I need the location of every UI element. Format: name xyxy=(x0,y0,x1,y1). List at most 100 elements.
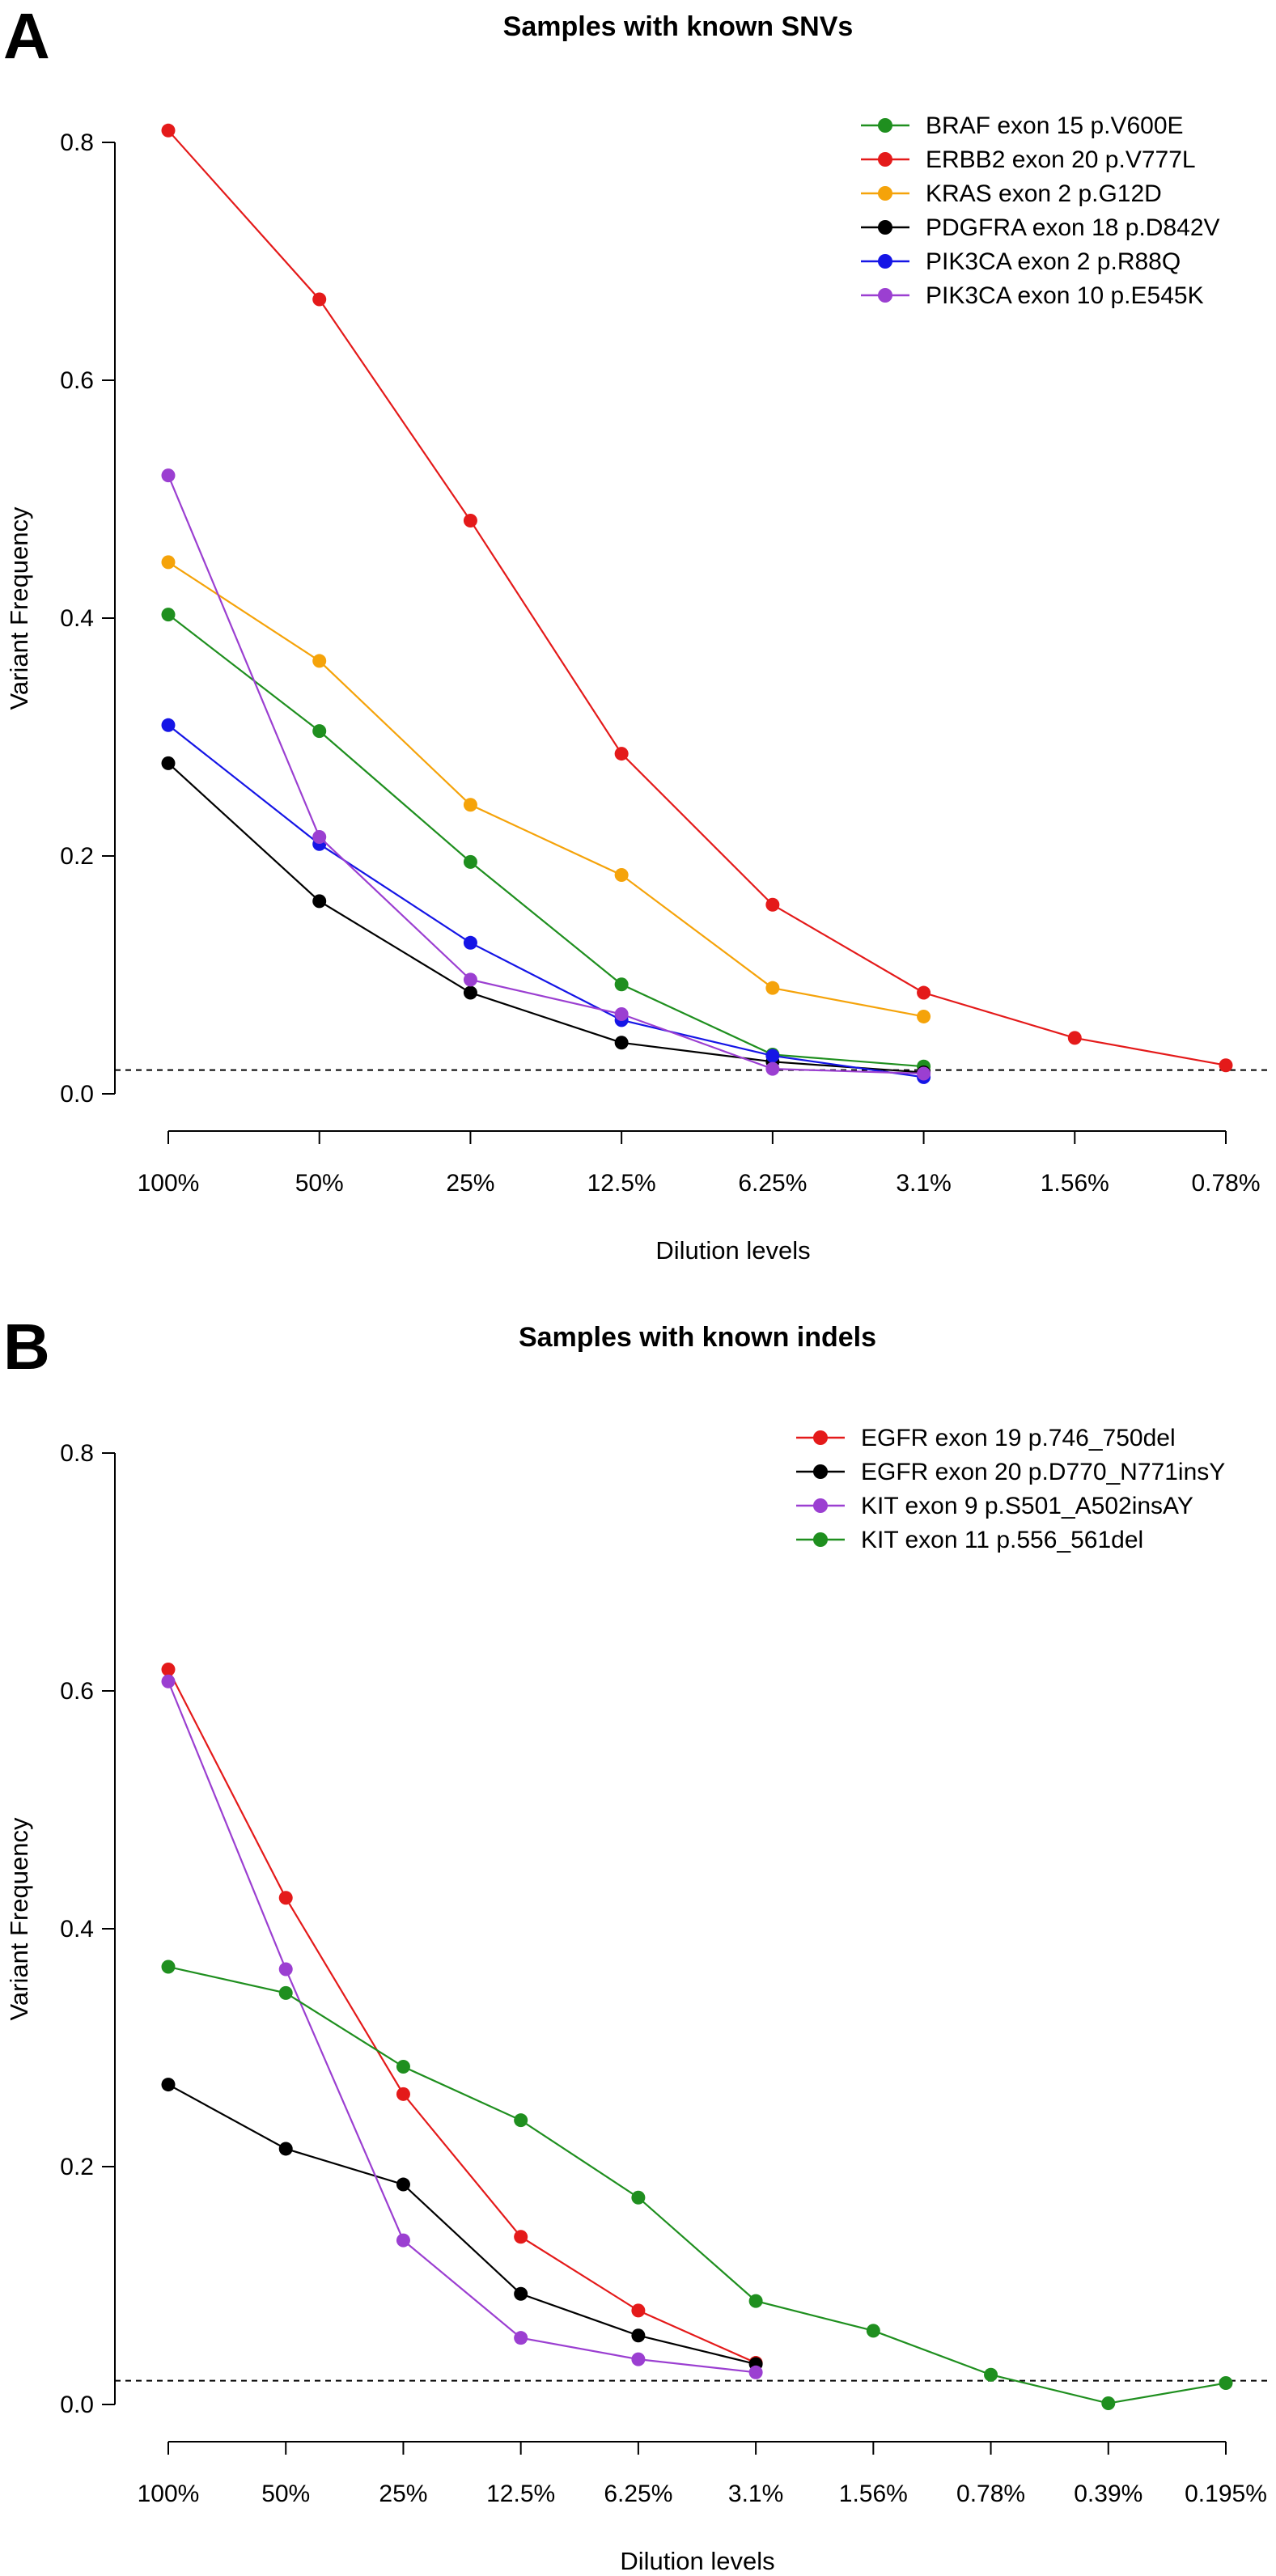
data-point xyxy=(514,2286,528,2301)
x-tick-label: 25% xyxy=(446,1170,494,1197)
data-point xyxy=(161,756,176,770)
y-tick-label: 0.4 xyxy=(60,1916,94,1943)
legend: EGFR exon 19 p.746_750del EGFR exon 20 p.… xyxy=(796,1425,1225,1553)
data-point xyxy=(463,972,477,987)
legend-marker xyxy=(878,152,892,167)
y-tick-label: 0.8 xyxy=(60,1440,94,1467)
data-point xyxy=(748,2365,763,2379)
series-line xyxy=(167,762,924,1074)
data-point xyxy=(1219,2376,1233,2391)
data-point xyxy=(866,2324,880,2338)
legend-marker xyxy=(878,186,892,201)
data-point xyxy=(917,1066,931,1081)
data-point xyxy=(278,1891,293,1905)
data-point xyxy=(765,897,780,912)
x-tick-label: 12.5% xyxy=(587,1170,656,1197)
data-point xyxy=(396,2087,410,2101)
data-point xyxy=(312,724,327,739)
data-point xyxy=(614,868,629,883)
plot-area-a: 0.0 0.2 0.4 0.6 0.8 100% 50% 25% 12.5% 6.25% 3.1% 1… xyxy=(60,112,1270,1197)
data-point xyxy=(161,718,176,732)
data-point xyxy=(631,2328,646,2343)
panel-b: B Samples with known indels Dilution lev… xyxy=(3,1311,1270,2575)
legend-entry: EGFR exon 20 p.D770_N771insY xyxy=(861,1459,1225,1485)
legend-marker xyxy=(878,220,892,235)
x-tick-label: 0.195% xyxy=(1185,2481,1267,2507)
y-tick-label: 0.0 xyxy=(60,2392,94,2418)
legend-entry: PDGFRA exon 18 p.D842V xyxy=(926,214,1220,241)
x-axis-label-a: Dilution levels xyxy=(655,1236,810,1265)
series-line xyxy=(167,561,924,1018)
series-line xyxy=(167,1965,1227,2404)
series-line xyxy=(167,1669,757,2364)
data-point xyxy=(917,1009,931,1023)
data-point xyxy=(1067,1031,1082,1045)
legend-marker xyxy=(813,1498,828,1513)
legend-marker xyxy=(813,1464,828,1479)
y-tick-label: 0.6 xyxy=(60,367,94,394)
data-point xyxy=(463,985,477,1000)
data-point xyxy=(312,829,327,844)
legend-marker xyxy=(878,288,892,303)
data-point xyxy=(514,2230,528,2244)
data-point xyxy=(631,2352,646,2366)
chart-title-a: Samples with known SNVs xyxy=(503,11,854,42)
data-point xyxy=(631,2303,646,2318)
x-tick-label: 100% xyxy=(138,2481,200,2507)
data-point xyxy=(463,935,477,950)
legend-entry: KIT exon 11 p.556_561del xyxy=(861,1527,1143,1553)
data-point xyxy=(396,2233,410,2248)
legend-entry: EGFR exon 19 p.746_750del xyxy=(861,1425,1176,1451)
x-tick-label: 3.1% xyxy=(896,1170,951,1197)
data-point xyxy=(312,654,327,668)
panel-a: A Samples with known SNVs Dilution level… xyxy=(3,0,1270,1265)
legend: BRAF exon 15 p.V600E ERBB2 exon 20 p.V777… xyxy=(861,112,1220,309)
data-point xyxy=(312,292,327,307)
series-line xyxy=(167,129,1227,1066)
y-axis-label-b: Variant Frequency xyxy=(5,1817,33,2020)
data-point xyxy=(614,747,629,761)
x-tick-label: 6.25% xyxy=(738,1170,807,1197)
data-point xyxy=(614,1007,629,1022)
data-point xyxy=(396,2177,410,2192)
y-tick-label: 0.2 xyxy=(60,843,94,870)
panel-letter-b: B xyxy=(3,1311,50,1383)
data-point xyxy=(514,2113,528,2128)
data-point xyxy=(463,513,477,527)
data-point xyxy=(161,1674,176,1688)
legend-entry: PIK3CA exon 10 p.E545K xyxy=(926,282,1204,309)
chart-title-b: Samples with known indels xyxy=(519,1322,876,1353)
data-point xyxy=(312,894,327,909)
x-tick-label: 50% xyxy=(295,1170,344,1197)
data-point xyxy=(278,1962,293,1976)
legend-entry: BRAF exon 15 p.V600E xyxy=(926,112,1184,139)
data-point xyxy=(765,1049,780,1063)
x-axis-label-b: Dilution levels xyxy=(620,2547,774,2575)
legend-entry: KRAS exon 2 p.G12D xyxy=(926,180,1162,207)
data-point xyxy=(278,2142,293,2156)
data-point xyxy=(984,2367,998,2382)
data-point xyxy=(161,1960,176,1974)
data-point xyxy=(161,608,176,622)
data-point xyxy=(161,1663,176,1677)
plot-area-b: 0.0 0.2 0.4 0.6 0.8 100% 50% 25% 12.5% 6.25% 3.1% 1… xyxy=(60,1425,1270,2507)
data-point xyxy=(765,981,780,995)
series-line xyxy=(167,2083,757,2366)
y-axis-label-a: Variant Frequency xyxy=(5,506,33,710)
x-tick-label: 6.25% xyxy=(604,2481,672,2507)
data-point xyxy=(278,1985,293,2000)
x-tick-label: 0.39% xyxy=(1074,2481,1142,2507)
data-point xyxy=(917,985,931,1000)
x-tick-label: 1.56% xyxy=(1041,1170,1109,1197)
legend-entry: PIK3CA exon 2 p.R88Q xyxy=(926,248,1181,275)
legend-marker xyxy=(878,118,892,133)
y-tick-label: 0.4 xyxy=(60,605,94,632)
series-line xyxy=(167,724,924,1078)
y-tick-label: 0.8 xyxy=(60,129,94,156)
x-tick-label: 25% xyxy=(379,2481,427,2507)
legend-marker xyxy=(813,1532,828,1547)
y-tick-label: 0.0 xyxy=(60,1081,94,1108)
x-tick-label: 50% xyxy=(261,2481,310,2507)
data-point xyxy=(161,2078,176,2092)
